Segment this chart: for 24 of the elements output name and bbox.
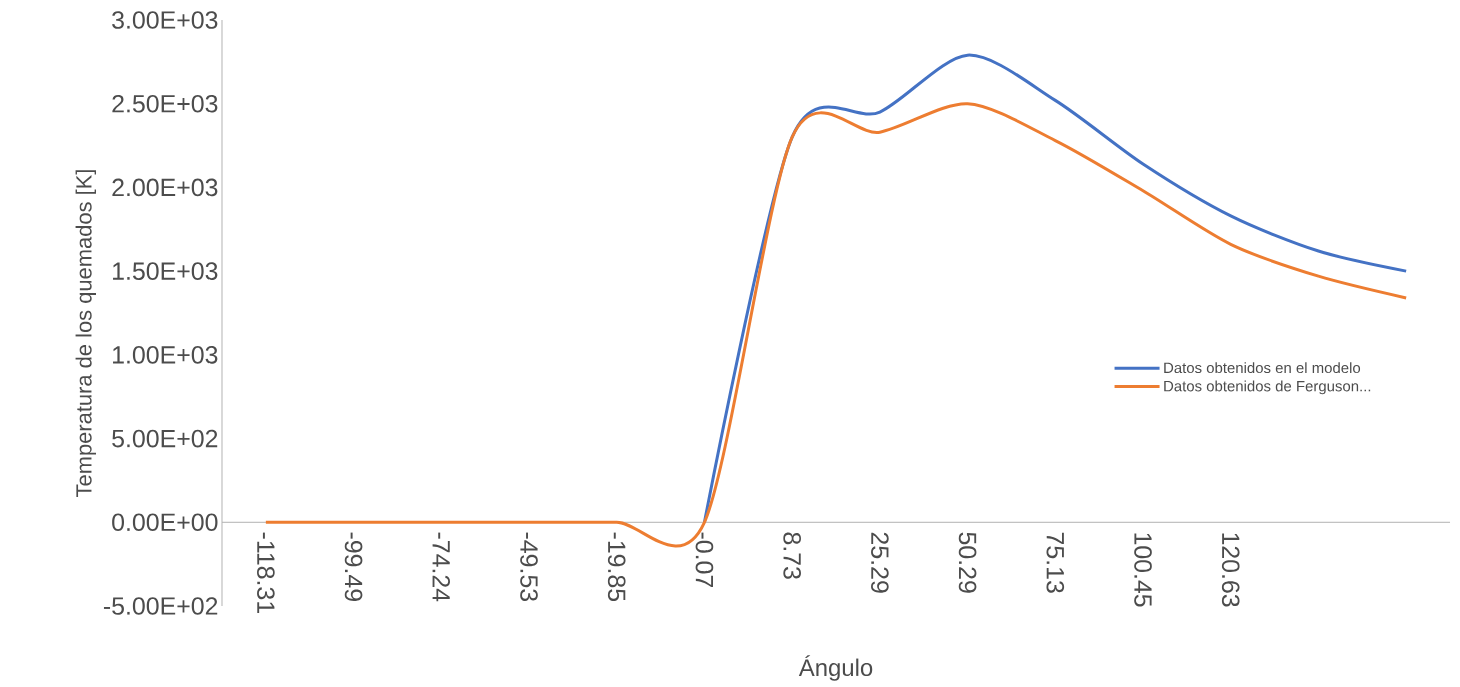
x-tick-label: -49.53 — [520, 532, 538, 601]
x-tick-label: 75.13 — [1046, 532, 1065, 593]
x-tick-label: -99.49 — [344, 532, 363, 601]
y-tick-label: 5.00E+02 — [112, 429, 218, 448]
x-tick-label: -19.85 — [607, 532, 626, 602]
y-tick-label: 2.50E+03 — [112, 94, 218, 113]
x-tick-label: 120.63 — [1221, 533, 1240, 607]
y-tick-label: 2.00E+03 — [112, 178, 218, 197]
x-tick-label: 8.73 — [783, 532, 801, 579]
x-tick-label: -74.24 — [432, 532, 450, 602]
y-tick-label: 1.00E+03 — [113, 346, 218, 364]
y-tick-label: 1.50E+03 — [113, 262, 218, 280]
x-tick-label: 50.29 — [958, 532, 977, 593]
legend-label: Datos obtenidos de Ferguson... — [1164, 380, 1371, 395]
x-tick-label: 25.29 — [871, 532, 889, 593]
y-axis-title: Temperatura de los quemados [K] — [75, 170, 97, 497]
y-tick-label: 3.00E+03 — [112, 11, 218, 29]
legend-label: Datos obtenidos en el modelo — [1164, 362, 1361, 374]
x-tick-label: 100.45 — [1134, 533, 1152, 607]
x-tick-label: -0.07 — [695, 532, 714, 587]
x-tick-label: -118.31 — [257, 532, 275, 613]
x-axis-title: Ángulo — [798, 655, 873, 681]
y-tick-label: 0.00E+00 — [112, 513, 218, 532]
y-tick-label: -5.00E+02 — [103, 597, 218, 615]
